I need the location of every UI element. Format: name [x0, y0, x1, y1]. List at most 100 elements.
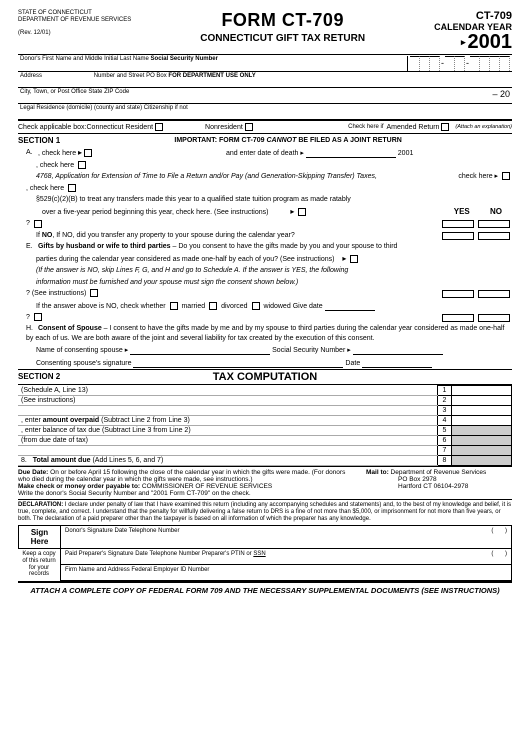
write-donor-ssn: Write the donor's Social Security Number…	[18, 490, 356, 497]
city-label: City, Town, or Post Office	[20, 89, 87, 95]
tc-row7-amt[interactable]	[452, 445, 512, 455]
s1-check-here-arrow: check here ▸	[458, 173, 498, 180]
due-date-text: On or before April 15 following the clos…	[18, 469, 345, 483]
tc-row8-amt[interactable]	[452, 455, 512, 465]
s1-e-italic2: information must be furnished and your s…	[36, 279, 298, 286]
mail-line3: Hartford CT 06104-2978	[366, 483, 512, 490]
s1-si-yes[interactable]	[442, 290, 474, 298]
s1-see-instr: ? (See instructions)	[26, 290, 86, 297]
s1-q1-checkbox[interactable]	[34, 220, 42, 228]
s1-q1-no[interactable]	[478, 220, 510, 228]
s1-married-box[interactable]	[170, 302, 178, 310]
tc-row1-amt[interactable]	[452, 385, 512, 395]
s1-q1-yes[interactable]	[442, 220, 474, 228]
paid-tel-label: Telephone Number	[149, 551, 200, 557]
form-subtitle: CONNECTICUT GIFT TAX RETURN	[131, 33, 434, 44]
s1-widowed-box[interactable]	[252, 302, 260, 310]
s1-check-here2: , check here	[36, 162, 74, 169]
s1-q2-no[interactable]	[478, 314, 510, 322]
s1-divorced-box[interactable]	[209, 302, 217, 310]
s1-q2-checkbox[interactable]	[34, 313, 42, 321]
rev-date: (Rev. 12/01)	[18, 30, 131, 37]
tc-row3-amt[interactable]	[452, 405, 512, 415]
s1-check-here3: , check here	[26, 185, 64, 192]
ssn-label: Social Security Number	[151, 56, 218, 62]
declaration-text: I declare under penalty of law that I ha…	[18, 502, 511, 522]
important-prefix: IMPORTANT: FORM CT-709	[174, 137, 266, 144]
s1-married: married	[181, 303, 205, 310]
due-date-bold: Due Date:	[18, 469, 48, 476]
tc-row5-amt[interactable]	[452, 425, 512, 435]
s1-e-label: E.	[26, 242, 36, 251]
form-title: FORM CT-709	[131, 10, 434, 31]
tc-row8-desc: 8. Total amount due (Add Lines 5, 6, and…	[18, 455, 438, 465]
s1-check2-box[interactable]	[78, 161, 86, 169]
important-suffix: BE FILED AS A JOINT RETURN	[296, 137, 401, 144]
attach-footer: ATTACH A COMPLETE COPY OF FEDERAL FORM 7…	[18, 581, 512, 598]
ct-resident-checkbox[interactable]	[155, 123, 163, 131]
last-name-label: Last Name	[120, 56, 149, 62]
tc-row1-num: 1	[438, 385, 452, 395]
fein-label: Federal Employer ID Number	[131, 567, 209, 573]
s1-h-bold: Consent of Spouse	[38, 325, 102, 332]
nonresident-checkbox[interactable]	[245, 123, 253, 131]
sign-tel-label: Telephone Number	[129, 528, 180, 534]
s1-widowed: widowed	[263, 303, 290, 310]
s1-529-suffix: over a five-year period beginning this y…	[42, 209, 268, 216]
s1-529-checkbox[interactable]	[298, 208, 306, 216]
paid-preparer-sig-label: Paid Preparer's Signature	[65, 551, 134, 557]
s1-ifno-no[interactable]	[478, 232, 510, 240]
form-header: STATE OF CONNECTICUT DEPARTMENT OF REVEN…	[18, 10, 512, 55]
firm-name-label: Firm Name and Address	[65, 567, 130, 573]
amended-label: Amended Return	[387, 124, 440, 131]
tc-row6-num: 6	[438, 435, 452, 445]
s1-529-prefix: §529(c)(2)(B) to treat any transfers mad…	[36, 196, 351, 203]
tc-row6-amt[interactable]	[452, 435, 512, 445]
tc-row2-num: 2	[438, 395, 452, 405]
yes-header: YES	[446, 207, 478, 218]
s1-ssn-label: Social Security Number ▸	[272, 347, 351, 354]
ptin-label: Preparer's PTIN or SSN	[202, 551, 266, 557]
s1-e-text2: parties during the calendar year conside…	[36, 256, 334, 263]
important-cannot: CANNOT	[266, 137, 296, 144]
s1-e-checkbox[interactable]	[350, 255, 358, 263]
check-here-if-label: Check here if	[348, 124, 383, 130]
tc-row8-num: 8	[438, 455, 452, 465]
tc-row4-desc: , enter amount overpaid (Subtract Line 2…	[18, 415, 438, 425]
legal-residence-label: Legal Residence (domicile) (county and s…	[20, 105, 142, 111]
citizenship-label: Citizenship if not	[144, 105, 188, 111]
mail-to-bold: Mail to:	[366, 469, 389, 476]
address-label: Address	[20, 73, 42, 79]
nonresident-label: Nonresident	[205, 124, 243, 131]
ssn-input-boxes[interactable]: - -	[407, 56, 512, 71]
dash-20: – 20	[352, 89, 512, 103]
ct-resident-label: Connecticut Resident	[87, 124, 154, 131]
s1-death-label: and enter date of death ▸	[226, 150, 304, 157]
dept-use-label: FOR DEPARTMENT USE ONLY	[168, 73, 255, 79]
s1-a-checkbox[interactable]	[84, 149, 92, 157]
tc-row5-desc: , enter balance of tax due (Subtract Lin…	[18, 425, 438, 435]
attach-explanation-label: (Attach an explanation)	[455, 124, 512, 130]
tax-computation-header: TAX COMPUTATION	[213, 371, 318, 383]
s1-a-check-here: , check here	[38, 150, 76, 157]
po-box-label: PO Box	[146, 73, 167, 79]
tc-row4-amt[interactable]	[452, 415, 512, 425]
s1-si-no[interactable]	[478, 290, 510, 298]
amended-checkbox[interactable]	[441, 123, 449, 131]
section2-label: SECTION 2	[18, 372, 60, 381]
tc-row2-desc: (See instructions)	[18, 395, 438, 405]
s1-consent-sig: Consenting spouse's signature	[36, 359, 132, 366]
s1-check3-box[interactable]	[68, 184, 76, 192]
s1-seeinstr-box[interactable]	[90, 289, 98, 297]
section1-header: SECTION 1	[18, 136, 64, 145]
tc-row6-desc: (from due date of tax)	[18, 435, 438, 445]
s1-qmark2: ?	[26, 314, 30, 321]
tc-row2-amt[interactable]	[452, 395, 512, 405]
state-label: State	[88, 89, 102, 95]
s1-q2-yes[interactable]	[442, 314, 474, 322]
s1-h-label: H.	[26, 324, 36, 333]
s1-4768-checkbox[interactable]	[502, 172, 510, 180]
make-check-bold: Make check or money order payable to:	[18, 483, 140, 490]
s1-ifno-yes[interactable]	[442, 232, 474, 240]
s1-consent-spouse: Name of consenting spouse ▸	[36, 347, 128, 354]
